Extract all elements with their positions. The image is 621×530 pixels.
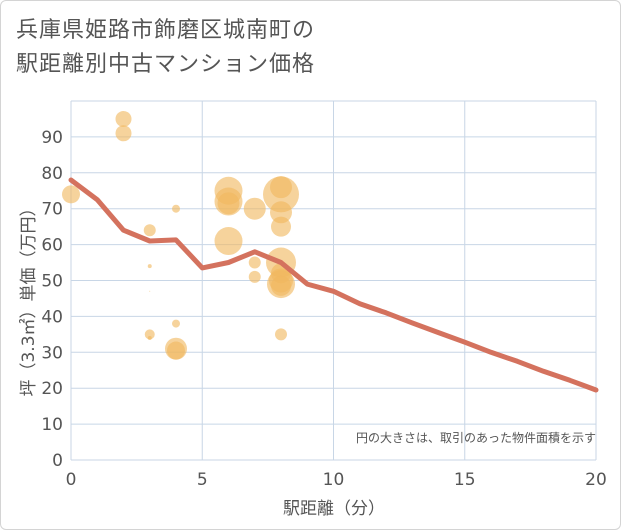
x-tick-labels: 0 5 10 15 20 [66,470,607,490]
bubble-point [62,185,80,204]
grid-lines [70,100,597,461]
bubble-point [147,264,152,269]
y-axis-label: 坪（3.3㎡）単価（万円） [19,199,39,396]
bubble-point [172,319,180,328]
bubble-point [270,176,292,199]
y-tick-label: 40 [41,307,63,327]
bubble-series [62,110,299,360]
y-tick-label: 70 [41,200,63,220]
bubble-point [248,270,261,283]
bubble-point [217,192,240,215]
bubble-point [248,256,261,269]
bubble-point [115,110,132,127]
y-tick-label: 90 [41,128,63,148]
y-tick-labels: 0 10 20 30 40 50 60 70 80 90 [41,128,63,471]
y-tick-label: 0 [52,451,63,471]
x-tick-label: 20 [585,470,607,490]
x-tick-label: 5 [197,470,208,490]
x-tick-label: 10 [323,470,345,490]
chart-title: 兵庫県姫路市飾磨区城南町の 駅距離別中古マンション価格 [16,14,315,82]
bubble-point [167,341,185,360]
bubble-point [271,216,291,237]
bubble-point [172,204,180,213]
chart-title-line2: 駅距離別中古マンション価格 [16,52,316,77]
bubble-point [115,125,132,142]
x-tick-label: 15 [454,470,476,490]
size-note: 円の大きさは、取引のあった物件面積を示す [356,430,596,445]
chart-title-line1: 兵庫県姫路市飾磨区城南町の [16,18,316,43]
bubble-point [214,227,243,256]
y-tick-label: 60 [41,236,63,256]
bubble-point [149,290,151,292]
bubble-point [270,201,292,224]
y-tick-label: 10 [41,415,63,435]
y-tick-label: 80 [41,164,63,184]
bubble-point [271,275,291,296]
bubble-point [243,197,266,220]
y-tick-label: 30 [41,343,63,363]
trend-line [68,177,599,393]
bubble-point [147,335,152,340]
bubble-point [275,328,287,341]
x-axis-label: 駅距離（分） [283,499,385,519]
bubble-point [143,224,156,237]
y-tick-label: 20 [41,379,63,399]
bubble-point [144,329,155,340]
y-tick-label: 50 [41,272,63,292]
x-tick-label: 0 [66,470,77,490]
